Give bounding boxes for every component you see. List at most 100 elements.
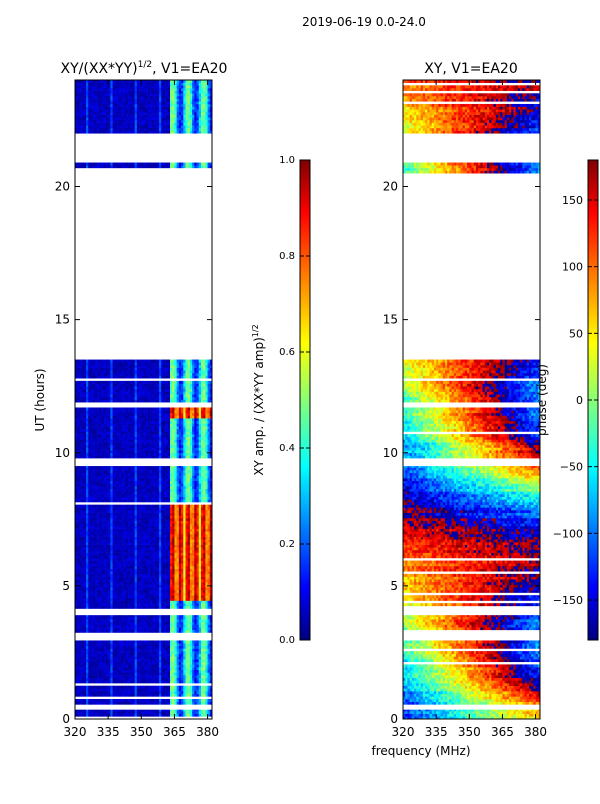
amplitude-cell: [207, 576, 211, 580]
amplitude-cell: [79, 499, 82, 503]
amplitude-cell: [209, 589, 212, 593]
amplitude-cell: [174, 544, 177, 548]
amplitude-cell: [75, 688, 78, 692]
amplitude-cell: [77, 701, 80, 705]
amplitude-cell: [183, 615, 186, 617]
amplitude-cell: [196, 539, 200, 543]
amplitude-cell: [192, 549, 195, 553]
amplitude-cell: [154, 515, 158, 519]
amplitude-cell: [141, 595, 144, 599]
amplitude-cell: [154, 701, 158, 705]
amplitude-cell: [174, 504, 177, 508]
amplitude-cell: [79, 565, 82, 569]
amplitude-cell: [145, 709, 149, 712]
amplitude-cell: [101, 661, 105, 665]
amplitude-cell: [94, 541, 98, 545]
amplitude-cell: [150, 563, 153, 567]
amplitude-cell: [101, 659, 105, 663]
amplitude-cell: [154, 483, 158, 487]
amplitude-cell: [141, 648, 144, 652]
amplitude-cell: [183, 515, 186, 519]
amplitude-cell: [172, 669, 175, 673]
amplitude-cell: [152, 621, 155, 625]
amplitude-cell: [77, 615, 80, 617]
amplitude-cell: [209, 547, 212, 551]
amplitude-cell: [161, 504, 164, 508]
amplitude-cell: [123, 504, 127, 508]
amplitude-cell: [147, 656, 151, 660]
amplitude-cell: [147, 496, 151, 500]
amplitude-cell: [181, 693, 184, 697]
amplitude-cell: [203, 536, 206, 540]
amplitude-cell: [172, 512, 175, 516]
amplitude-cell: [207, 536, 211, 540]
amplitude-cell: [114, 693, 118, 697]
amplitude-cell: [103, 587, 107, 591]
amplitude-cell: [143, 480, 147, 484]
amplitude-cell: [203, 576, 206, 580]
amplitude-cell: [143, 541, 147, 545]
amplitude-cell: [161, 547, 164, 551]
amplitude-cell: [170, 661, 173, 665]
amplitude-cell: [108, 541, 111, 545]
amplitude-cell: [136, 693, 140, 697]
amplitude-cell: [165, 520, 169, 524]
amplitude-cell: [187, 552, 191, 556]
amplitude-cell: [192, 664, 195, 668]
amplitude-cell: [178, 600, 182, 604]
amplitude-cell: [112, 699, 116, 702]
amplitude-cell: [150, 547, 153, 551]
amplitude-cell: [88, 616, 91, 620]
amplitude-cell: [123, 549, 127, 553]
amplitude-cell: [79, 643, 82, 647]
amplitude-cell: [161, 509, 164, 513]
amplitude-cell: [207, 659, 211, 663]
amplitude-cell: [178, 512, 182, 516]
amplitude-cell: [178, 640, 182, 644]
amplitude-cell: [139, 555, 142, 559]
amplitude-cell: [123, 573, 127, 577]
amplitude-cell: [185, 496, 188, 500]
amplitude-cell: [105, 627, 109, 631]
amplitude-cell: [196, 549, 200, 553]
amplitude-cell: [90, 597, 93, 601]
amplitude-cell: [209, 504, 212, 508]
amplitude-cell: [181, 504, 184, 508]
amplitude-cell: [110, 523, 113, 527]
amplitude-cell: [150, 656, 153, 660]
amplitude-cell: [209, 539, 212, 543]
amplitude-cell: [121, 549, 124, 553]
amplitude-cell: [125, 486, 129, 489]
amplitude-cell: [158, 675, 162, 679]
amplitude-cell: [114, 664, 118, 668]
amplitude-cell: [94, 552, 98, 556]
amplitude-cell: [132, 629, 135, 633]
amplitude-cell: [108, 661, 111, 665]
amplitude-cell: [125, 584, 129, 588]
amplitude-cell: [81, 531, 85, 535]
amplitude-cell: [167, 711, 171, 714]
amplitude-cell: [205, 541, 208, 545]
amplitude-cell: [119, 624, 122, 628]
amplitude-cell: [203, 539, 206, 543]
amplitude-cell: [112, 691, 116, 695]
amplitude-cell: [108, 597, 111, 601]
amplitude-cell: [181, 483, 184, 487]
amplitude-cell: [128, 693, 131, 697]
amplitude-cell: [167, 688, 171, 692]
amplitude-cell: [125, 515, 129, 519]
amplitude-cell: [79, 475, 82, 479]
amplitude-cell: [101, 669, 105, 673]
amplitude-cell: [185, 541, 188, 545]
amplitude-cell: [198, 520, 202, 524]
amplitude-cell: [205, 555, 208, 559]
amplitude-cell: [161, 659, 164, 663]
amplitude-cell: [194, 488, 197, 492]
amplitude-cell: [143, 549, 147, 553]
amplitude-cell: [198, 541, 202, 545]
amplitude-cell: [128, 480, 131, 484]
amplitude-cell: [103, 680, 107, 684]
amplitude-cell: [92, 568, 96, 572]
amplitude-cell: [156, 512, 160, 516]
amplitude-cell: [79, 555, 82, 559]
